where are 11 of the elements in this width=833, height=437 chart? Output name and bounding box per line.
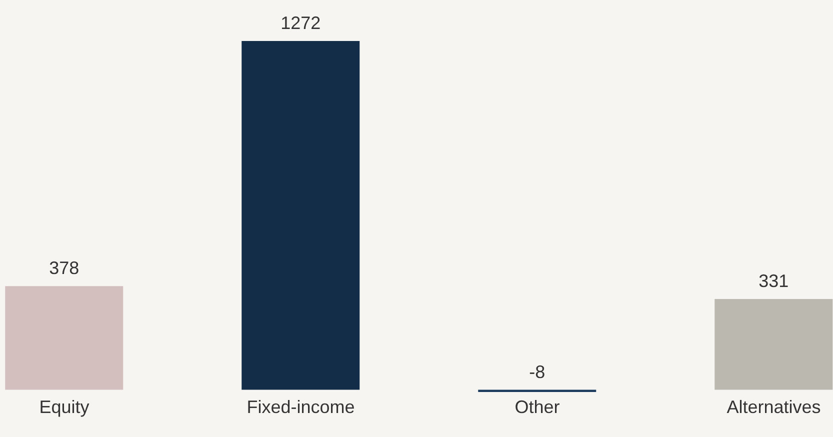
x-tick-label: Alternatives: [726, 396, 821, 417]
bar: [242, 41, 360, 390]
data-label: 378: [49, 258, 80, 278]
x-tick-label: Fixed-income: [246, 396, 355, 417]
bar: [5, 286, 124, 390]
x-tick-label: Equity: [39, 396, 90, 417]
x-tick-label: Other: [514, 396, 560, 417]
data-label: 1272: [280, 13, 321, 33]
data-label: -8: [529, 362, 546, 382]
data-label: 331: [758, 271, 789, 292]
bar: [714, 299, 833, 390]
